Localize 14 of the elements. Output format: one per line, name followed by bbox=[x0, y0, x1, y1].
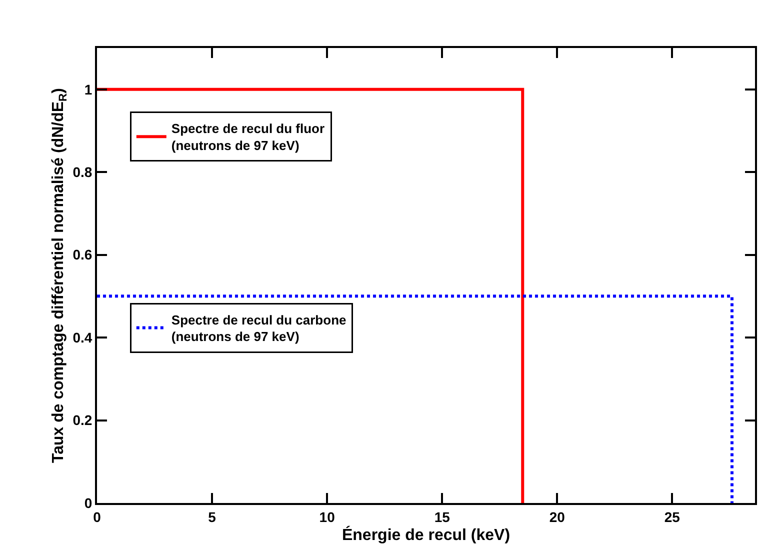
legend-label: Spectre de recul du fluor (neutrons de 97 keV) bbox=[171, 121, 325, 154]
y-tick-label: 0 bbox=[84, 494, 92, 511]
y-tick-label: 0.2 bbox=[72, 412, 92, 428]
x-axis-title: Énergie de recul (keV) bbox=[342, 525, 510, 544]
x-tick-label: 15 bbox=[434, 508, 450, 525]
y-tick-label: 0.4 bbox=[72, 329, 92, 346]
legend-label: Spectre de recul du carbone (neutrons de 97 keV) bbox=[171, 312, 346, 344]
y-tick-label: 0.8 bbox=[72, 164, 92, 180]
x-tick-label: 10 bbox=[319, 508, 336, 525]
x-tick-label: 5 bbox=[208, 508, 216, 525]
y-tick-label: 1 bbox=[84, 81, 92, 98]
x-tick-label: 25 bbox=[664, 508, 680, 525]
x-tick-label: 20 bbox=[549, 508, 566, 525]
y-tick-label: 0.6 bbox=[72, 246, 92, 263]
